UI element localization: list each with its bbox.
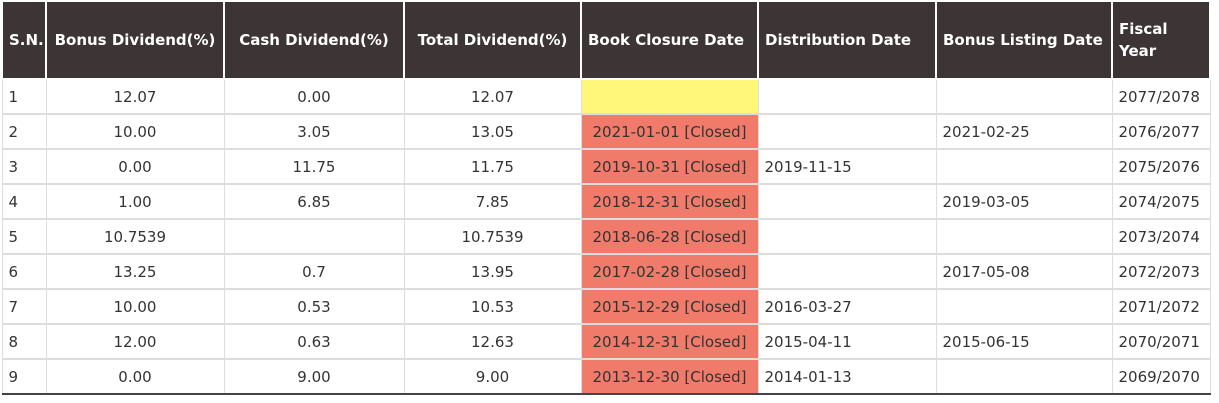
cell-sn: 1: [1, 78, 47, 115]
table-row: 1 12.07 0.00 12.07 2077/2078: [1, 78, 1211, 115]
cell-cash-dividend: [223, 218, 405, 255]
cell-total-dividend: 11.75: [403, 148, 582, 185]
table-row: 2 10.00 3.05 13.05 2021-01-01 [Closed] 2021-0…: [1, 113, 1211, 150]
cell-fiscal-year: 2076/2077: [1111, 113, 1211, 150]
table-body: 1 12.07 0.00 12.07 2077/2078 2 10.00 3.05 13.05 2…: [1, 78, 1211, 395]
cell-total-dividend: 13.95: [403, 253, 582, 290]
cell-book-closure-date: 2019-10-31 [Closed]: [580, 148, 759, 185]
cell-distribution-date: 2016-03-27: [757, 288, 937, 325]
cell-sn: 5: [1, 218, 47, 255]
cell-book-closure-date: 2015-12-29 [Closed]: [580, 288, 759, 325]
cell-sn: 8: [1, 323, 47, 360]
cell-total-dividend: 12.63: [403, 323, 582, 360]
cell-book-closure-date: 2018-12-31 [Closed]: [580, 183, 759, 220]
cell-fiscal-year: 2074/2075: [1111, 183, 1211, 220]
cell-sn: 9: [1, 358, 47, 395]
header-row: S.N. Bonus Dividend(%) Cash Dividend(%) …: [1, 0, 1211, 80]
header-bonus-listing-date: Bonus Listing Date: [935, 0, 1113, 80]
cell-book-closure-date: 2017-02-28 [Closed]: [580, 253, 759, 290]
table-row: 3 0.00 11.75 11.75 2019-10-31 [Closed] 2019-1…: [1, 148, 1211, 185]
cell-distribution-date: [757, 218, 937, 255]
cell-bonus-listing-date: 2021-02-25: [935, 113, 1113, 150]
cell-distribution-date: [757, 78, 937, 115]
header-cash-dividend: Cash Dividend(%): [223, 0, 405, 80]
cell-cash-dividend: 0.7: [223, 253, 405, 290]
cell-cash-dividend: 3.05: [223, 113, 405, 150]
header-sn: S.N.: [1, 0, 47, 80]
cell-bonus-listing-date: [935, 148, 1113, 185]
cell-total-dividend: 10.53: [403, 288, 582, 325]
cell-distribution-date: 2015-04-11: [757, 323, 937, 360]
cell-total-dividend: 9.00: [403, 358, 582, 395]
cell-book-closure-date: 2013-12-30 [Closed]: [580, 358, 759, 395]
cell-fiscal-year: 2075/2076: [1111, 148, 1211, 185]
cell-bonus-dividend: 12.00: [45, 323, 225, 360]
cell-bonus-listing-date: 2015-06-15: [935, 323, 1113, 360]
cell-sn: 6: [1, 253, 47, 290]
cell-book-closure-date: [580, 78, 759, 115]
cell-total-dividend: 7.85: [403, 183, 582, 220]
cell-bonus-listing-date: [935, 288, 1113, 325]
header-book-closure-date: Book Closure Date: [580, 0, 759, 80]
cell-cash-dividend: 11.75: [223, 148, 405, 185]
header-distribution-date: Distribution Date: [757, 0, 937, 80]
table-row: 7 10.00 0.53 10.53 2015-12-29 [Closed] 2016-0…: [1, 288, 1211, 325]
table-row: 4 1.00 6.85 7.85 2018-12-31 [Closed] 2019-03-…: [1, 183, 1211, 220]
dividend-history-table: S.N. Bonus Dividend(%) Cash Dividend(%) …: [1, 0, 1211, 395]
cell-bonus-listing-date: [935, 358, 1113, 395]
cell-total-dividend: 13.05: [403, 113, 582, 150]
cell-cash-dividend: 0.63: [223, 323, 405, 360]
cell-bonus-listing-date: 2017-05-08: [935, 253, 1113, 290]
cell-bonus-dividend: 12.07: [45, 78, 225, 115]
table-row: 9 0.00 9.00 9.00 2013-12-30 [Closed] 2014-01-…: [1, 358, 1211, 395]
cell-fiscal-year: 2069/2070: [1111, 358, 1211, 395]
cell-bonus-dividend: 10.7539: [45, 218, 225, 255]
cell-cash-dividend: 6.85: [223, 183, 405, 220]
cell-distribution-date: 2019-11-15: [757, 148, 937, 185]
cell-bonus-listing-date: [935, 78, 1113, 115]
cell-cash-dividend: 0.00: [223, 78, 405, 115]
cell-fiscal-year: 2077/2078: [1111, 78, 1211, 115]
header-bonus-dividend: Bonus Dividend(%): [45, 0, 225, 80]
cell-bonus-dividend: 10.00: [45, 288, 225, 325]
cell-bonus-dividend: 0.00: [45, 148, 225, 185]
header-fiscal-year: Fiscal Year: [1111, 0, 1211, 80]
cell-distribution-date: [757, 113, 937, 150]
cell-bonus-listing-date: 2019-03-05: [935, 183, 1113, 220]
cell-fiscal-year: 2071/2072: [1111, 288, 1211, 325]
cell-bonus-dividend: 1.00: [45, 183, 225, 220]
cell-cash-dividend: 0.53: [223, 288, 405, 325]
cell-fiscal-year: 2070/2071: [1111, 323, 1211, 360]
cell-bonus-dividend: 13.25: [45, 253, 225, 290]
cell-distribution-date: [757, 183, 937, 220]
table-row: 8 12.00 0.63 12.63 2014-12-31 [Closed] 2015-0…: [1, 323, 1211, 360]
cell-sn: 3: [1, 148, 47, 185]
cell-fiscal-year: 2072/2073: [1111, 253, 1211, 290]
table-row: 6 13.25 0.7 13.95 2017-02-28 [Closed] 2017-05…: [1, 253, 1211, 290]
cell-sn: 4: [1, 183, 47, 220]
cell-distribution-date: 2014-01-13: [757, 358, 937, 395]
cell-book-closure-date: 2021-01-01 [Closed]: [580, 113, 759, 150]
header-total-dividend: Total Dividend(%): [403, 0, 582, 80]
cell-bonus-dividend: 10.00: [45, 113, 225, 150]
cell-cash-dividend: 9.00: [223, 358, 405, 395]
cell-book-closure-date: 2014-12-31 [Closed]: [580, 323, 759, 360]
cell-bonus-dividend: 0.00: [45, 358, 225, 395]
cell-total-dividend: 12.07: [403, 78, 582, 115]
cell-sn: 7: [1, 288, 47, 325]
cell-sn: 2: [1, 113, 47, 150]
cell-total-dividend: 10.7539: [403, 218, 582, 255]
cell-bonus-listing-date: [935, 218, 1113, 255]
table-header: S.N. Bonus Dividend(%) Cash Dividend(%) …: [1, 0, 1211, 80]
cell-distribution-date: [757, 253, 937, 290]
cell-book-closure-date: 2018-06-28 [Closed]: [580, 218, 759, 255]
cell-fiscal-year: 2073/2074: [1111, 218, 1211, 255]
table-row: 5 10.7539 10.7539 2018-06-28 [Closed] 2073/2…: [1, 218, 1211, 255]
